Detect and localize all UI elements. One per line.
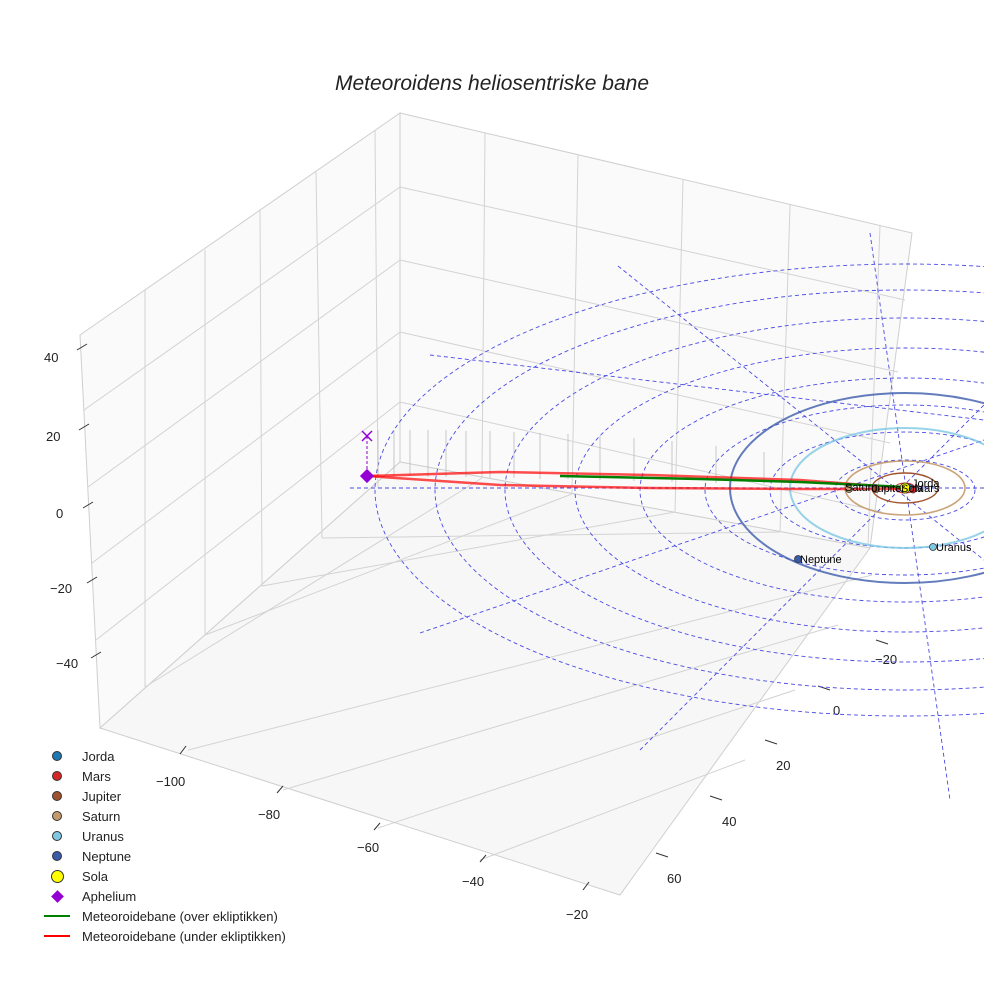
sola-marker xyxy=(899,482,911,494)
y-tick-label: 40 xyxy=(722,814,736,829)
z-tick-label: 20 xyxy=(46,429,60,444)
legend-item-neptune: Neptune xyxy=(40,846,286,866)
planet-markers xyxy=(794,482,937,563)
aphelium-marker xyxy=(359,468,375,484)
legend-item-mars: Mars xyxy=(40,766,286,786)
legend-marker xyxy=(44,935,70,937)
uranus-label: Uranus xyxy=(936,542,972,554)
legend-label: Meteoroidebane (over ekliptikken) xyxy=(82,908,278,924)
legend-label: Mars xyxy=(82,768,111,784)
legend-marker xyxy=(44,915,70,917)
legend-item-aphelium: Aphelium xyxy=(40,886,286,906)
sola-label: Sola xyxy=(901,483,924,495)
x-tick-label: −60 xyxy=(357,840,379,855)
uranus-marker xyxy=(929,543,937,551)
ecliptic-spoke xyxy=(419,439,984,634)
jupiter-label: Jupiter xyxy=(872,483,905,495)
legend-label: Sola xyxy=(82,868,109,884)
y-tick-label: 0 xyxy=(833,703,840,718)
legend-label: Neptune xyxy=(82,848,132,864)
saturn-label: Saturn xyxy=(845,482,877,494)
z-tick-label: −40 xyxy=(56,656,78,671)
legend-item-orbit-below: Meteoroidebane (under ekliptikken) xyxy=(40,926,286,946)
legend: Jorda Mars Jupiter Saturn Uranus Neptune… xyxy=(40,746,286,946)
legend-marker xyxy=(52,811,62,821)
x-tick-label: −80 xyxy=(258,807,280,822)
ecliptic-spoke xyxy=(617,265,984,561)
ecliptic-ring xyxy=(704,404,984,576)
axis-ticks xyxy=(76,343,889,891)
legend-label: Saturn xyxy=(82,808,121,824)
legend-label: Meteoroidebane (under ekliptikken) xyxy=(82,928,286,944)
legend-item-uranus: Uranus xyxy=(40,826,286,846)
neptune-label: Neptune xyxy=(800,554,842,566)
ecliptic-spoke xyxy=(869,232,951,801)
ecliptic-ring xyxy=(574,347,984,633)
legend-marker xyxy=(52,771,62,781)
z-tick-label: −20 xyxy=(50,581,72,596)
legend-label: Uranus xyxy=(82,828,124,844)
meteoroid-orbit-below xyxy=(366,474,905,491)
legend-item-jorda: Jorda xyxy=(40,746,286,766)
y-tick-label: −20 xyxy=(875,652,897,667)
aphelium-projection-marker xyxy=(361,430,373,442)
jorda-label: Jorda xyxy=(912,478,940,490)
grid-lines xyxy=(79,112,913,896)
y-tick-label: 20 xyxy=(776,758,790,773)
legend-marker xyxy=(52,831,62,841)
ecliptic-spoke xyxy=(429,354,984,421)
legend-label: Jorda xyxy=(82,748,115,764)
legend-marker xyxy=(52,791,62,801)
jupiter-marker xyxy=(872,485,880,493)
saturn-marker xyxy=(845,485,853,493)
legend-marker xyxy=(50,889,64,903)
z-tick-label: 0 xyxy=(56,506,63,521)
legend-label: Aphelium xyxy=(82,888,137,904)
y-tick-label: 60 xyxy=(667,871,681,886)
legend-item-orbit-above: Meteoroidebane (over ekliptikken) xyxy=(40,906,286,926)
ecliptic-ring xyxy=(504,317,984,663)
legend-marker xyxy=(52,751,62,761)
legend-item-jupiter: Jupiter xyxy=(40,786,286,806)
ecliptic-ring xyxy=(434,289,984,691)
ecliptic-ring xyxy=(374,263,984,717)
x-tick-label: −20 xyxy=(566,907,588,922)
x-tick-label: −100 xyxy=(156,774,185,789)
neptune-marker xyxy=(794,555,802,563)
z-tick-label: 40 xyxy=(44,350,58,365)
chart-title: Meteoroidens heliosentriske bane xyxy=(334,72,650,95)
meteoroid-orbit-above xyxy=(559,474,906,489)
x-tick-label: −40 xyxy=(462,874,484,889)
mars-label: Mars xyxy=(915,483,940,495)
planet-labels: Neptune Uranus Saturn Jupiter Mars Jorda… xyxy=(800,478,972,566)
ecliptic-ring xyxy=(639,377,984,603)
legend-marker xyxy=(50,869,64,883)
legend-marker xyxy=(52,851,62,861)
tick-labels: 40 20 0 −20 −40 −100 −80 −60 −40 −20 −20… xyxy=(44,350,897,922)
legend-item-sola: Sola xyxy=(40,866,286,886)
legend-item-saturn: Saturn xyxy=(40,806,286,826)
legend-label: Jupiter xyxy=(82,788,122,804)
